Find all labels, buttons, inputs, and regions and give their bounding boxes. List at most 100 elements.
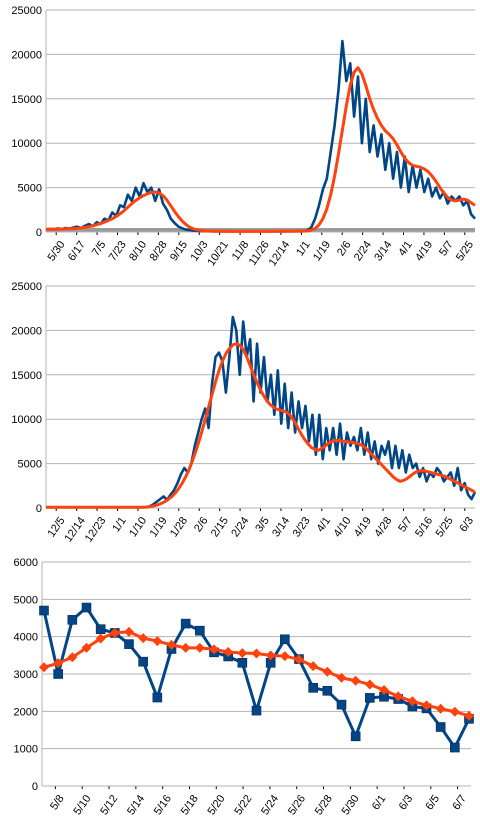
average-point bbox=[81, 642, 92, 653]
y-tick-label: 10000 bbox=[11, 414, 42, 426]
x-tick-label: 6/5 bbox=[424, 793, 443, 812]
y-tick-label: 25000 bbox=[11, 5, 42, 17]
x-tick-label: 5/16 bbox=[152, 793, 174, 817]
y-tick-label: 0 bbox=[32, 781, 38, 793]
x-tick-label: 6/1 bbox=[370, 793, 389, 812]
x-tick-label: 5/14 bbox=[125, 793, 147, 817]
x-tick-label: 1/1 bbox=[294, 239, 313, 258]
x-tick-label: 1/10 bbox=[127, 515, 149, 539]
x-tick-label: 10/21 bbox=[205, 239, 231, 268]
x-tick-label: 1/19 bbox=[148, 515, 170, 539]
x-tick-label: 5/24 bbox=[259, 793, 281, 817]
x-tick-label: 5/10 bbox=[71, 793, 93, 817]
y-tick-label: 3000 bbox=[14, 669, 38, 681]
x-tick-label: 12/23 bbox=[83, 515, 109, 544]
x-tick-label: 5/25 bbox=[434, 515, 456, 539]
daily-series-line bbox=[45, 39, 476, 233]
x-tick-label: 2/15 bbox=[209, 515, 231, 539]
daily-point bbox=[308, 683, 318, 693]
average-point bbox=[294, 654, 304, 665]
daily-series-line bbox=[42, 606, 471, 750]
x-tick-label: 5/30 bbox=[45, 239, 67, 263]
x-tick-label: 5/8 bbox=[48, 793, 67, 812]
average-point bbox=[464, 710, 474, 721]
daily-point bbox=[124, 639, 134, 649]
y-tick-label: 25000 bbox=[11, 281, 42, 293]
x-tick-label: 5/20 bbox=[206, 793, 228, 817]
x-tick-label: 3/23 bbox=[291, 515, 313, 539]
x-tick-label: 2/24 bbox=[352, 239, 374, 263]
chart-1: 0 5000 10000 15000 20000 25000 5/306/17 7/57/23… bbox=[11, 5, 476, 268]
x-tick-label: 8/10 bbox=[127, 239, 149, 263]
average-point bbox=[279, 651, 290, 662]
daily-point bbox=[450, 742, 460, 753]
average-point bbox=[308, 661, 319, 672]
y-tick-label: 0 bbox=[36, 503, 42, 515]
x-tick-label: 2/6 bbox=[335, 239, 354, 258]
daily-point bbox=[195, 625, 205, 636]
x-tick-label: 12/14 bbox=[62, 515, 88, 544]
x-tick-label: 7/5 bbox=[90, 239, 109, 258]
daily-point bbox=[251, 705, 262, 716]
y-tick-label: 20000 bbox=[11, 325, 42, 337]
x-tick-label: 5/28 bbox=[313, 793, 335, 817]
average-point bbox=[421, 700, 432, 711]
y-tick-label: 1000 bbox=[14, 744, 38, 756]
y-tick-label: 10000 bbox=[11, 138, 42, 150]
x-tick-label: 5/7 bbox=[396, 515, 415, 534]
y-tick-label: 6000 bbox=[14, 557, 38, 569]
average-point bbox=[350, 675, 361, 686]
average-point bbox=[265, 650, 276, 661]
y-tick-label: 15000 bbox=[11, 370, 42, 382]
daily-point bbox=[435, 722, 446, 732]
average-point bbox=[336, 672, 347, 683]
average-point bbox=[379, 685, 389, 696]
daily-point bbox=[350, 731, 361, 742]
y-tick-label: 5000 bbox=[14, 594, 38, 606]
y-tick-label: 4000 bbox=[14, 632, 38, 644]
average-point bbox=[166, 639, 177, 650]
x-tick-label: 4/19 bbox=[352, 515, 374, 539]
x-tick-label: 5/30 bbox=[340, 793, 362, 817]
average-point bbox=[322, 666, 333, 677]
average-point bbox=[124, 626, 134, 637]
average-point bbox=[95, 633, 106, 644]
y-tick-label: 20000 bbox=[11, 49, 42, 61]
x-tick-label: 6/3 bbox=[458, 515, 477, 534]
x-tick-label: 2/24 bbox=[229, 515, 251, 539]
average-point bbox=[435, 703, 446, 714]
x-tick-label: 5/22 bbox=[232, 793, 254, 817]
x-tick-label: 1/19 bbox=[311, 239, 333, 263]
daily-point bbox=[81, 602, 92, 613]
average-point bbox=[180, 642, 191, 653]
average-series-line bbox=[46, 342, 476, 509]
y-tick-label: 2000 bbox=[14, 706, 38, 718]
x-tick-label: 7/23 bbox=[107, 239, 129, 263]
x-tick-label: 4/10 bbox=[331, 515, 353, 539]
average-point bbox=[237, 648, 248, 659]
x-tick-label: 9/15 bbox=[168, 239, 190, 263]
y-tick-label: 5000 bbox=[18, 183, 42, 195]
average-point bbox=[407, 696, 418, 707]
daily-point bbox=[322, 685, 333, 696]
average-point bbox=[209, 644, 219, 655]
x-tick-label: 5/25 bbox=[454, 239, 476, 263]
daily-point bbox=[365, 693, 375, 703]
x-tick-label: 6/17 bbox=[66, 239, 88, 263]
daily-point bbox=[237, 657, 248, 668]
daily-point bbox=[180, 618, 191, 629]
daily-point bbox=[53, 669, 63, 679]
average-point bbox=[364, 679, 375, 690]
average-point bbox=[109, 627, 120, 638]
average-point bbox=[251, 648, 262, 659]
x-tick-label: 5/18 bbox=[179, 793, 201, 817]
average-point bbox=[53, 658, 64, 669]
daily-point bbox=[138, 656, 148, 667]
x-tick-label: 5/26 bbox=[286, 793, 308, 817]
x-tick-label: 4/28 bbox=[372, 515, 394, 539]
x-tick-label: 5/12 bbox=[98, 793, 120, 817]
x-tick-label: 5/16 bbox=[413, 515, 435, 539]
x-tick-label: 3/14 bbox=[270, 515, 292, 539]
